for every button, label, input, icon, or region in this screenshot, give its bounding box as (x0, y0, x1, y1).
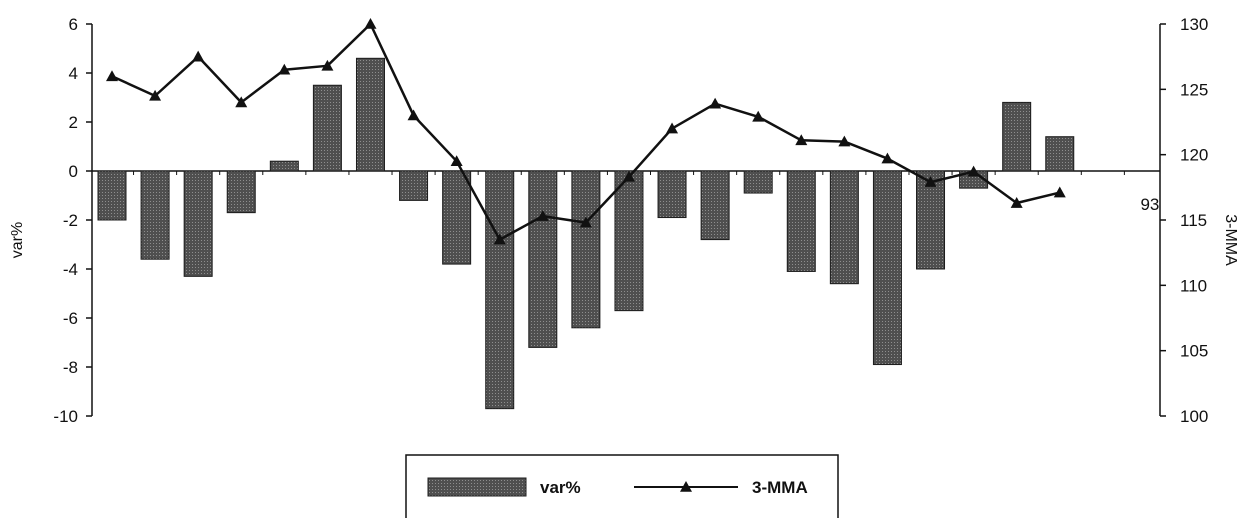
line-point (192, 50, 205, 62)
bar-series (97, 57, 1075, 410)
legend: var% 3-MMA (405, 454, 839, 518)
line-point (278, 63, 291, 75)
bar (571, 170, 601, 329)
line-point (795, 134, 808, 146)
line-point (149, 89, 162, 101)
legend-label-3mma: 3-MMA (752, 478, 808, 497)
x-tick-label: 93 (1140, 195, 1159, 214)
line-point (364, 18, 377, 29)
bar (226, 170, 256, 214)
bar (399, 170, 429, 201)
line-point (579, 216, 592, 228)
line-point (493, 233, 506, 245)
y2-tick-label: 125 (1180, 80, 1208, 99)
bar (442, 170, 472, 265)
line-point (622, 170, 635, 182)
bar (183, 170, 213, 277)
line-point (407, 109, 420, 121)
y2-tick-label: 110 (1180, 276, 1207, 295)
line-point (666, 122, 679, 134)
y-tick-label: 6 (69, 15, 78, 34)
bar (1045, 136, 1075, 172)
y-tick-label: 4 (69, 64, 78, 83)
line-point (752, 110, 765, 122)
y-axis-title: var% (9, 222, 26, 258)
line-point (321, 59, 334, 71)
bar (700, 170, 730, 241)
line-series (106, 18, 1066, 245)
bar (1002, 101, 1032, 172)
y-tick-label: -2 (63, 211, 78, 230)
line-point (536, 210, 549, 221)
bar (829, 170, 859, 285)
legend-triangle-marker (680, 481, 692, 492)
y2-tick-label: 120 (1180, 146, 1208, 165)
bar (485, 170, 515, 410)
line-point (106, 70, 118, 82)
y2-tick-label: 115 (1180, 211, 1207, 230)
line-point (1010, 197, 1023, 208)
y-tick-label: -10 (53, 407, 78, 426)
bar (140, 170, 170, 260)
y-tick-label: -4 (63, 260, 78, 279)
tick-labels: 6 4 2 0 -2 -4 -6 -8 -10 130 125 120 115 110 105 100 93 (53, 15, 1208, 426)
y2-tick-label: 105 (1180, 342, 1208, 361)
y-tick-label: 0 (69, 162, 78, 181)
y2-axis-title: 3-MMA (1222, 214, 1239, 266)
line-point (450, 155, 463, 166)
bar (916, 170, 946, 270)
bar (269, 160, 299, 172)
y-tick-label: 2 (69, 113, 78, 132)
bar (97, 170, 127, 221)
line-point (1053, 186, 1066, 198)
bar (743, 170, 773, 194)
bar (786, 170, 816, 272)
bar (355, 57, 385, 172)
line-point (924, 176, 937, 187)
bar (614, 170, 644, 312)
y2-tick-label: 100 (1180, 407, 1208, 426)
line-point (838, 135, 851, 147)
legend-bar-swatch (427, 477, 527, 497)
line-point (967, 165, 980, 177)
y2-tick-label: 130 (1180, 15, 1208, 34)
bar (312, 84, 342, 172)
bar (657, 170, 687, 219)
line-point (881, 152, 894, 164)
legend-label-var: var% (540, 478, 581, 497)
y-tick-label: -6 (63, 309, 78, 328)
y-tick-label: -8 (63, 358, 78, 377)
line-point (235, 96, 248, 108)
bar (872, 170, 902, 366)
bar (528, 170, 558, 348)
line-point (709, 97, 722, 109)
